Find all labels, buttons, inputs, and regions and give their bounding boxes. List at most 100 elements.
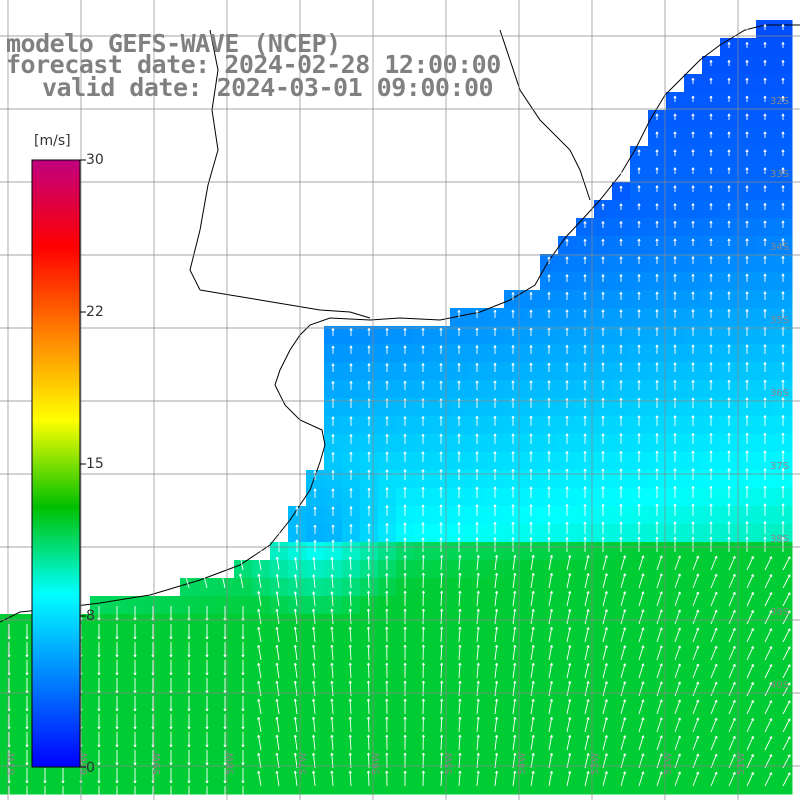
wind-arrow — [205, 678, 209, 694]
wind-arrow — [691, 450, 695, 462]
wind-arrow — [674, 753, 681, 769]
wind-arrow — [691, 486, 695, 498]
wind-arrow — [728, 609, 736, 625]
wind-arrow — [293, 716, 298, 733]
wind-arrow — [548, 626, 553, 643]
wind-arrow — [673, 397, 677, 408]
wind-arrow — [728, 573, 736, 589]
wind-cell — [198, 650, 217, 669]
wind-arrow — [241, 696, 245, 712]
wind-arrow — [565, 309, 569, 318]
wind-arrow — [674, 573, 681, 589]
wind-cell — [162, 650, 181, 669]
longitude-label: 61W — [6, 752, 17, 775]
wind-arrow — [781, 536, 785, 552]
wind-arrow — [312, 698, 316, 715]
wind-arrow — [584, 609, 590, 625]
wind-arrow — [601, 415, 605, 426]
wind-arrow — [601, 450, 605, 462]
wind-arrow — [764, 700, 773, 715]
wind-arrow — [565, 433, 569, 444]
wind-arrow — [745, 344, 749, 354]
wind-arrow — [764, 610, 773, 625]
wind-arrow — [673, 309, 677, 318]
wind-arrow — [511, 309, 515, 318]
wind-arrow — [331, 345, 335, 354]
wind-arrow — [745, 256, 749, 264]
wind-arrow — [692, 555, 700, 571]
wind-arrow — [275, 734, 280, 751]
wind-cell — [162, 596, 181, 615]
wind-arrow — [781, 131, 785, 138]
wind-arrow — [476, 554, 480, 571]
wind-cell — [198, 614, 217, 633]
wind-arrow — [331, 328, 335, 336]
wind-arrow — [620, 771, 627, 787]
wind-arrow — [673, 433, 677, 444]
wind-arrow — [620, 555, 627, 571]
wind-arrow — [440, 626, 444, 643]
wind-arrow — [313, 524, 317, 534]
wind-cell — [180, 632, 199, 651]
wind-arrow — [638, 573, 645, 589]
wind-arrow — [511, 345, 515, 354]
wind-arrow — [583, 504, 587, 516]
wind-arrow — [115, 660, 119, 676]
wind-arrow — [439, 433, 443, 444]
wind-arrow — [294, 557, 298, 571]
wind-arrow — [673, 291, 677, 300]
wind-arrow — [366, 752, 371, 769]
wind-arrow — [529, 521, 533, 534]
wind-arrow — [655, 220, 659, 228]
wind-arrow — [602, 645, 608, 661]
wind-arrow — [673, 185, 677, 192]
wind-arrow — [781, 59, 785, 66]
wind-arrow — [476, 680, 480, 697]
wind-arrow — [25, 678, 29, 694]
wind-arrow — [602, 771, 608, 787]
wind-cell — [108, 632, 127, 651]
wind-arrow — [727, 397, 731, 408]
wind-arrow — [691, 185, 695, 192]
wind-arrow — [512, 644, 517, 661]
wind-arrow — [619, 185, 623, 192]
wind-arrow — [619, 238, 623, 246]
wind-arrow — [727, 291, 731, 300]
wind-arrow — [385, 416, 389, 426]
wind-arrow — [673, 450, 677, 462]
wind-arrow — [348, 716, 352, 733]
wind-cell — [234, 650, 253, 669]
wind-arrow — [205, 642, 209, 658]
wind-arrow — [169, 696, 173, 712]
wind-arrow — [512, 626, 517, 643]
wind-arrow — [97, 660, 101, 676]
wind-arrow — [638, 735, 645, 751]
wind-arrow — [330, 644, 334, 661]
land-mask — [0, 24, 800, 623]
wind-arrow — [293, 752, 298, 769]
wind-arrow — [637, 521, 641, 534]
wind-arrow — [727, 450, 731, 462]
wind-arrow — [565, 238, 569, 246]
wind-arrow — [619, 397, 623, 408]
wind-arrow — [385, 505, 389, 516]
wind-arrow — [728, 681, 736, 697]
wind-arrow — [494, 770, 499, 787]
wind-arrow — [674, 771, 681, 787]
wind-arrow — [257, 626, 262, 643]
wind-arrow — [709, 203, 713, 210]
wind-arrow — [529, 380, 533, 390]
wind-arrow — [763, 485, 767, 498]
wind-arrow — [511, 504, 515, 516]
wind-cell — [126, 668, 145, 687]
wind-arrow — [674, 717, 681, 733]
wind-arrow — [745, 95, 749, 102]
longitude-label: 60W — [79, 752, 90, 775]
wind-arrow — [673, 503, 677, 516]
wind-arrow — [367, 505, 371, 516]
wind-arrow — [691, 503, 695, 516]
wind-cell — [198, 632, 217, 651]
wind-arrow — [709, 167, 713, 174]
wind-arrow — [367, 451, 371, 462]
